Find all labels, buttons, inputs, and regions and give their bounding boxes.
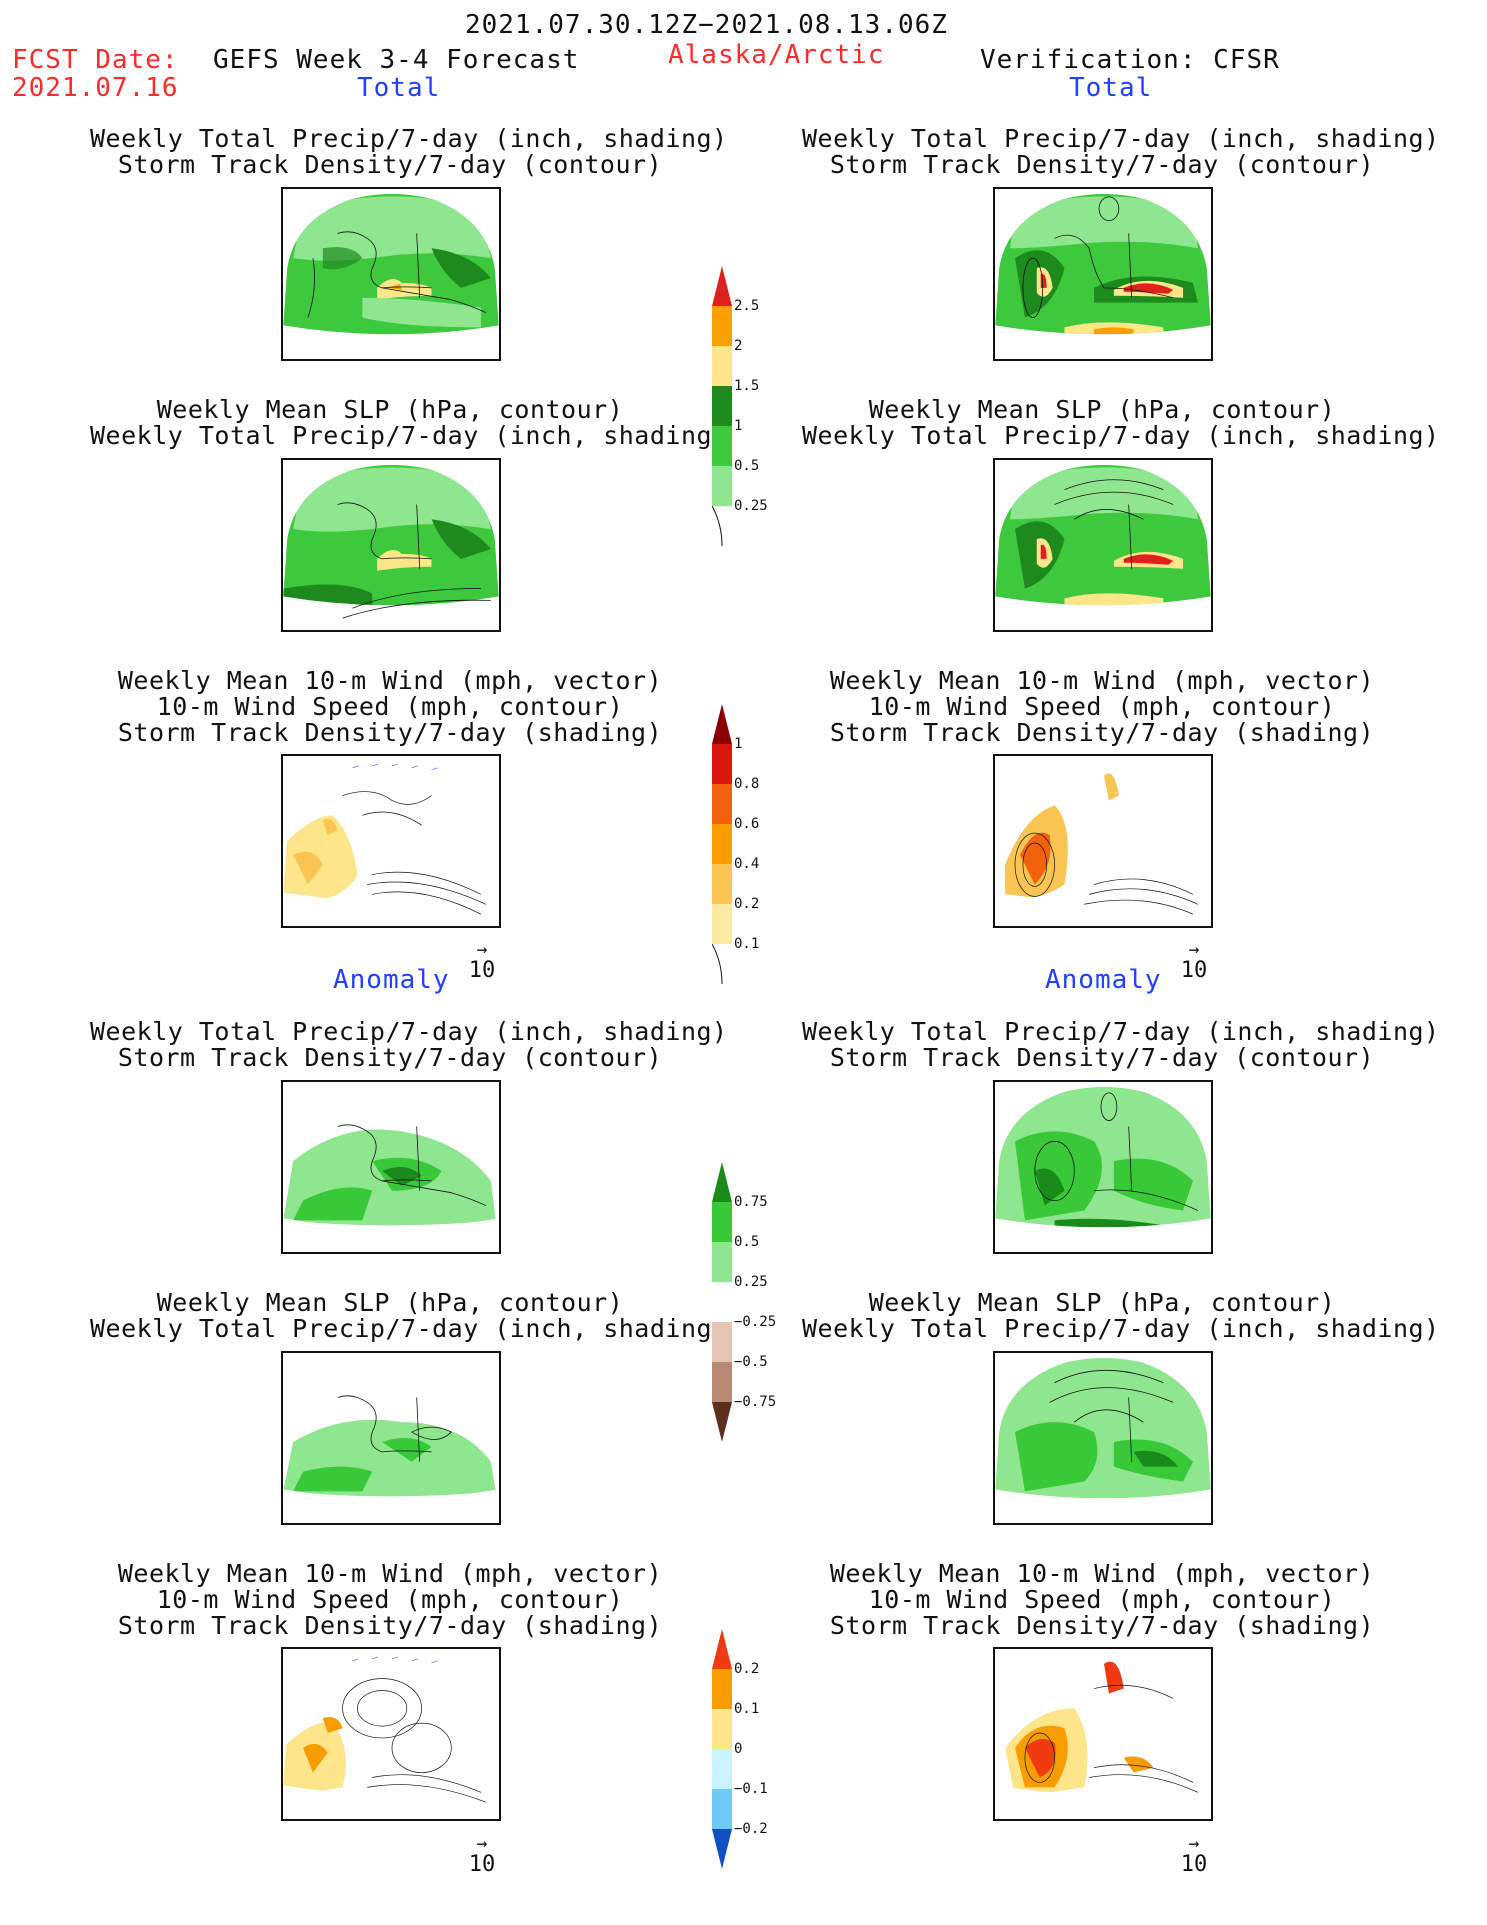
title-precip-track-anom-left: Weekly Total Precip/7-day (inch, shading… (90, 1017, 728, 1072)
map-wind-track-total-cfsr (993, 754, 1213, 928)
wind-reference-arrow-icon: → (476, 939, 488, 960)
wind-reference-arrow-icon: → (1188, 939, 1200, 960)
map-wind-track-anom-gefs (281, 1647, 501, 1821)
map-slp-precip-total-gefs (281, 458, 501, 632)
title-precip-track-total-left: Weekly Total Precip/7-day (inch, shading… (90, 124, 728, 179)
wind-reference-total-right: → 10 (1174, 939, 1214, 984)
cb-precip-anom-label-3: −0.25 (734, 1314, 777, 1330)
title-slp-precip-anom-left: Weekly Mean SLP (hPa, contour) Weekly To… (90, 1288, 728, 1343)
map-slp-precip-anom-cfsr (993, 1351, 1213, 1525)
cb-track-anom-label-0: 0.2 (734, 1661, 760, 1677)
wind-reference-value: 10 (468, 1852, 496, 1877)
cb-track-total-label-2: 0.6 (734, 816, 760, 832)
cb-track-anom-label-1: 0.1 (734, 1701, 760, 1717)
cb-track-anom-label-4: −0.2 (734, 1821, 768, 1837)
cb-precip-anom-label-1: 0.5 (734, 1234, 760, 1250)
map-precip-track-total-gefs (281, 187, 501, 361)
title-precip-track-anom-right: Weekly Total Precip/7-day (inch, shading… (802, 1017, 1440, 1072)
section-anomaly-right: Anomaly (1045, 965, 1162, 995)
wind-reference-total-left: → 10 (462, 939, 502, 984)
section-total-right: Total (1069, 73, 1153, 103)
cb-precip-total-label-0: 2.5 (734, 298, 760, 314)
title-slp-precip-anom-right: Weekly Mean SLP (hPa, contour) Weekly To… (802, 1288, 1440, 1343)
map-slp-precip-anom-gefs (281, 1351, 501, 1525)
colorbar-track-anom: 0.2 0.1 0 −0.1 −0.2 (712, 1629, 792, 1869)
colorbar-precip-anom-swatches (712, 1162, 732, 1442)
map-precip-track-anom-gefs (281, 1080, 501, 1254)
title-wind-track-total-right: Weekly Mean 10-m Wind (mph, vector) 10-m… (829, 666, 1375, 747)
wind-reference-value: 10 (468, 958, 496, 983)
verification-title: Verification: CFSR (980, 45, 1280, 75)
map-precip-track-total-cfsr (993, 187, 1213, 361)
section-anomaly-left: Anomaly (333, 965, 450, 995)
cb-track-anom-label-2: 0 (734, 1741, 743, 1757)
title-precip-track-total-right: Weekly Total Precip/7-day (inch, shading… (802, 124, 1440, 179)
title-wind-track-anom-left: Weekly Mean 10-m Wind (mph, vector) 10-m… (117, 1559, 663, 1640)
colorbar-track-total-swatches (712, 704, 732, 984)
cb-precip-anom-label-0: 0.75 (734, 1194, 768, 1210)
colorbar-precip-anom: 0.75 0.5 0.25 −0.25 −0.5 −0.75 (712, 1162, 792, 1442)
colorbar-precip-total: 2.5 2 1.5 1 0.5 0.25 (712, 266, 792, 546)
cb-precip-total-label-1: 2 (734, 338, 743, 354)
cb-track-total-label-3: 0.4 (734, 856, 760, 872)
model-title: GEFS Week 3-4 Forecast (213, 45, 580, 75)
fcst-date-label: FCST Date: (12, 45, 179, 75)
cb-precip-total-label-3: 1 (734, 418, 743, 434)
section-total-left: Total (357, 73, 441, 103)
wind-reference-anom-right: → 10 (1174, 1833, 1214, 1878)
cb-track-total-label-5: 0.1 (734, 936, 760, 952)
cb-precip-anom-label-5: −0.75 (734, 1394, 777, 1410)
region-title: Alaska/Arctic (668, 40, 885, 70)
forecast-period: 2021.07.30.12Z−2021.08.13.06Z (465, 10, 948, 40)
cb-precip-anom-label-2: 0.25 (734, 1274, 768, 1290)
title-wind-track-total-left: Weekly Mean 10-m Wind (mph, vector) 10-m… (117, 666, 663, 747)
title-wind-track-anom-right: Weekly Mean 10-m Wind (mph, vector) 10-m… (829, 1559, 1375, 1640)
title-slp-precip-total-right: Weekly Mean SLP (hPa, contour) Weekly To… (802, 395, 1440, 450)
cb-track-total-label-1: 0.8 (734, 776, 760, 792)
cb-precip-anom-label-4: −0.5 (734, 1354, 768, 1370)
wind-reference-arrow-icon: → (476, 1833, 488, 1854)
colorbar-precip-total-swatches (712, 266, 732, 546)
cb-track-anom-label-3: −0.1 (734, 1781, 768, 1797)
colorbar-track-total: 1 0.8 0.6 0.4 0.2 0.1 (712, 704, 792, 984)
map-precip-track-anom-cfsr (993, 1080, 1213, 1254)
map-wind-track-anom-cfsr (993, 1647, 1213, 1821)
wind-reference-value: 10 (1180, 958, 1208, 983)
wind-reference-anom-left: → 10 (462, 1833, 502, 1878)
cb-precip-total-label-2: 1.5 (734, 378, 760, 394)
cb-track-total-label-4: 0.2 (734, 896, 760, 912)
wind-reference-arrow-icon: → (1188, 1833, 1200, 1854)
map-slp-precip-total-cfsr (993, 458, 1213, 632)
wind-reference-value: 10 (1180, 1852, 1208, 1877)
cb-precip-total-label-4: 0.5 (734, 458, 760, 474)
cb-track-total-label-0: 1 (734, 736, 743, 752)
colorbar-track-anom-swatches (712, 1629, 732, 1869)
title-slp-precip-total-left: Weekly Mean SLP (hPa, contour) Weekly To… (90, 395, 728, 450)
cb-precip-total-label-5: 0.25 (734, 498, 768, 514)
map-wind-track-total-gefs (281, 754, 501, 928)
fcst-date-value: 2021.07.16 (12, 73, 179, 103)
